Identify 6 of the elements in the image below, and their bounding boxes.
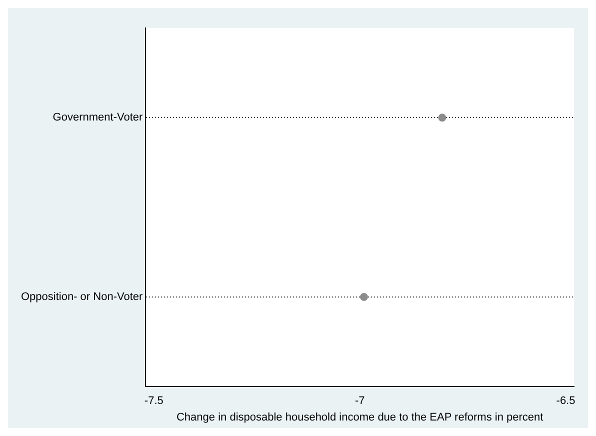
y-tick-label: Opposition- or Non-Voter [21,290,144,303]
y-tick-label: Government-Voter [52,112,144,124]
x-axis-title: Change in disposable household income due to the EAP reforms in percent [176,411,544,424]
x-tick-label: -7 [354,395,365,408]
x-tick-label: -6.5 [556,395,576,408]
x-tick-label: -7.5 [144,395,164,408]
